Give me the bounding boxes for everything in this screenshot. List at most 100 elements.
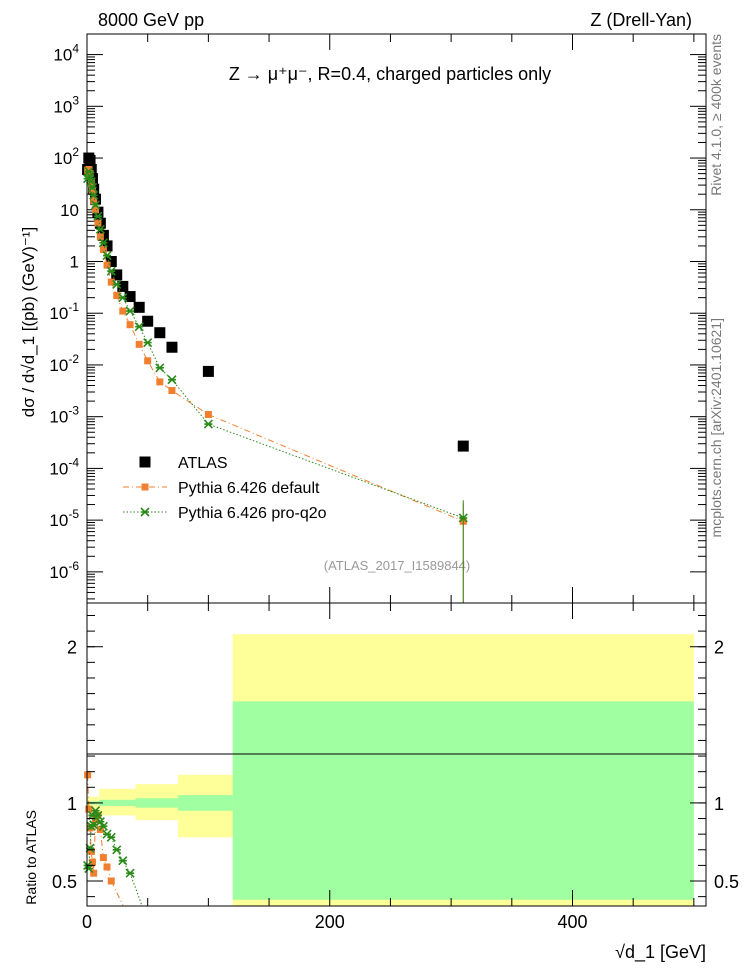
data-point (458, 513, 468, 523)
data-point (142, 315, 154, 327)
ratio-data-point (107, 877, 115, 885)
data-point (143, 338, 153, 348)
band-stat (232, 701, 694, 900)
ratio-data-point (88, 858, 96, 866)
main-series (82, 152, 469, 603)
analysis-label: (ATLAS_2017_I1589844) (324, 558, 470, 573)
data-point (87, 182, 98, 193)
series-atlas (82, 152, 469, 452)
ratio-data-point (112, 845, 122, 855)
data-point (105, 255, 117, 267)
legend-label: Pythia 6.426 pro-q2o (178, 505, 327, 522)
ratio-data-point (85, 805, 93, 813)
ratio-y-tick-label-right: 0.5 (714, 872, 739, 892)
main-y-tick-label: 102 (53, 145, 79, 168)
legend: ATLAS Pythia 6.426 default Pythia 6.426 pr… (123, 455, 327, 522)
data-point (119, 307, 127, 315)
main-panel: Z → μ⁺μ⁻, R=0.4, charged particles only … (49, 33, 707, 604)
data-point (134, 322, 144, 332)
ratio-y-tick-label: 1 (67, 794, 77, 814)
ratio-data-point (103, 863, 111, 871)
data-point (103, 261, 111, 269)
main-y-tick-label: 10-4 (49, 455, 79, 478)
header-left: 8000 GeV pp (98, 10, 204, 30)
band-stat (178, 795, 233, 811)
ratio-data-point (91, 816, 99, 824)
legend-marker (141, 483, 149, 491)
data-point (168, 387, 176, 395)
plot-title: Z → μ⁺μ⁻, R=0.4, charged particles only (229, 64, 551, 84)
data-point (94, 219, 102, 227)
data-point (111, 269, 123, 281)
main-y-tick-label: 10-5 (49, 507, 79, 530)
ratio-data-point (95, 817, 105, 827)
data-point (98, 238, 108, 248)
main-y-tick-label: 103 (53, 93, 79, 116)
data-point (167, 375, 177, 385)
ratio-series-line (129, 873, 143, 907)
legend-marker (140, 507, 150, 517)
ratio-series-line (110, 880, 124, 907)
ratio-data-point (90, 869, 98, 877)
data-point (107, 278, 115, 286)
header-right: Z (Drell-Yan) (590, 10, 692, 30)
main-y-tick-label: 10-3 (49, 404, 79, 427)
data-point (125, 306, 135, 316)
ratio-y-tick-label: 0.5 (52, 872, 77, 892)
data-point (84, 154, 96, 166)
ratio-data-point (106, 832, 116, 842)
data-point (99, 246, 107, 254)
mcplots-label: mcplots.cern.ch [arXiv:2401.10621] (708, 318, 724, 537)
ratio-data-point (118, 856, 128, 866)
legend-marker-atlas (139, 456, 151, 468)
ratio-data-point (98, 821, 108, 831)
data-point (90, 197, 98, 205)
main-y-tick-label: 10-2 (49, 352, 79, 375)
data-point (156, 378, 164, 386)
data-point (202, 365, 214, 377)
main-y-tick-label: 10-1 (49, 300, 79, 323)
series-q2o (83, 166, 468, 603)
rivet-label: Rivet 4.1.0, ≥ 400k events (708, 34, 724, 196)
ratio-axis-ticks: 0.5 0.5 1 1 2 2 0 200 400 (52, 603, 739, 932)
main-y-tick-label: 10 (60, 201, 79, 220)
data-point (89, 190, 99, 200)
data-point (126, 321, 134, 329)
data-point (90, 200, 101, 210)
main-y-tick-label: 10-6 (49, 559, 79, 582)
series-def (84, 166, 467, 603)
x-tick-label: 200 (315, 912, 345, 932)
data-point (457, 440, 469, 452)
data-point (133, 301, 145, 313)
ratio-y-tick-label-right: 2 (714, 638, 724, 658)
x-axis-label: √d_1 [GeV] (615, 942, 706, 963)
data-point (113, 292, 121, 300)
data-point (117, 280, 129, 292)
ratio-data-point (99, 854, 107, 862)
data-point (93, 211, 103, 221)
legend-label: Pythia 6.426 default (178, 480, 320, 497)
band-stat (135, 798, 179, 808)
data-point (144, 357, 152, 365)
data-point (154, 327, 166, 339)
data-point (112, 279, 122, 290)
data-point (88, 186, 96, 194)
main-y-axis-label: dσ / d√d_1 [(pb) (GeV)⁻¹] (19, 227, 38, 417)
legend-label: ATLAS (178, 455, 228, 472)
data-point (155, 363, 165, 373)
ratio-panel: 0.5 0.5 1 1 2 2 0 200 400 (52, 602, 739, 932)
data-point (124, 291, 136, 303)
ratio-uncertainty-bands (87, 634, 694, 906)
ratio-y-tick-label-right: 1 (714, 794, 724, 814)
ratio-data-point (125, 868, 135, 878)
ratio-panel-frame (86, 602, 707, 907)
band-stat (99, 799, 136, 807)
main-y-tick-label: 104 (53, 42, 79, 65)
main-y-tick-label: 1 (70, 252, 79, 271)
ratio-data-point (93, 810, 103, 820)
data-point (102, 251, 112, 261)
data-point (96, 233, 104, 241)
ratio-data-point (84, 771, 92, 779)
x-tick-label: 0 (82, 912, 92, 932)
main-axis-ticks: 10-6 10-5 10-4 10-3 10-2 10-1 1 10 102 103 104 (49, 34, 706, 603)
